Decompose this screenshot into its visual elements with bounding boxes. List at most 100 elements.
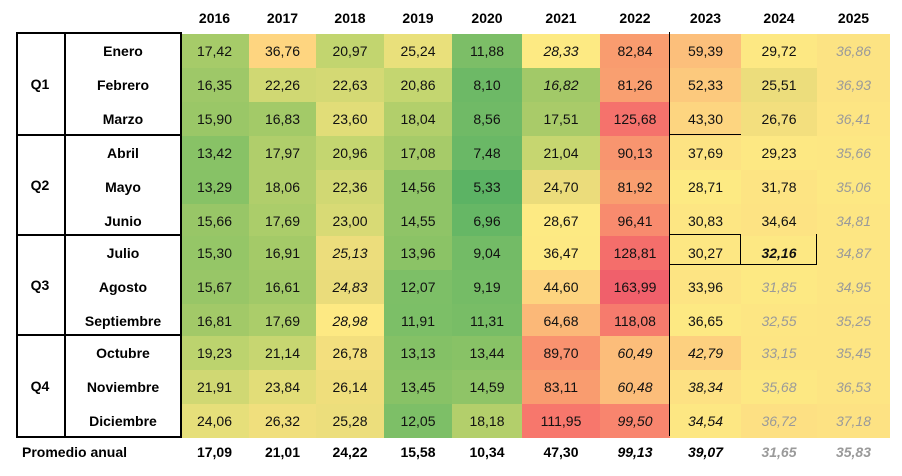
footer-value: 47,30 [543,444,579,460]
table-border-top [16,32,182,34]
quarter-label: Q3 [30,277,50,293]
data-cell: 16,61 [249,270,316,304]
table-border-bottom [16,436,182,438]
data-cell: 33,96 [670,270,741,304]
year-header: 2016 [198,10,231,26]
data-cell: 36,76 [249,34,316,68]
data-cell: 125,68 [600,102,670,136]
data-cell: 13,96 [384,236,452,270]
data-cell: 37,69 [670,136,741,170]
data-cell: 29,72 [741,34,817,68]
data-cell: 18,04 [384,102,452,136]
year-header: 2018 [334,10,366,26]
data-cell: 13,44 [452,336,522,370]
data-cell: 24,70 [522,170,600,204]
data-cell: 36,47 [522,236,600,270]
data-cell: 35,45 [817,336,890,370]
data-cell: 26,78 [316,336,384,370]
data-cell: 21,14 [249,336,316,370]
year-header: 2019 [402,10,434,26]
data-cell: 18,06 [249,170,316,204]
data-cell: 36,41 [817,102,890,136]
data-cell: 7,48 [452,136,522,170]
month-label: Agosto [98,279,148,295]
data-cell: 13,13 [384,336,452,370]
footer-value: 39,07 [687,444,724,460]
quarter-separator [16,234,182,236]
data-cell: 90,13 [600,136,670,170]
data-cell: 26,76 [741,102,817,136]
data-cell: 11,91 [384,304,452,338]
data-cell: 8,10 [452,68,522,102]
data-cell: 24,83 [316,270,384,304]
data-cell: 15,67 [180,270,249,304]
data-cell: 15,30 [180,236,249,270]
data-cell: 28,98 [316,304,384,338]
data-cell: 81,92 [600,170,670,204]
data-cell: 21,04 [522,136,600,170]
month-label: Marzo [102,111,144,127]
data-cell: 34,95 [817,270,890,304]
data-cell: 32,55 [741,304,817,338]
row-divider [669,264,817,265]
data-cell: 81,26 [600,68,670,102]
data-cell: 8,56 [452,102,522,136]
data-cell: 17,97 [249,136,316,170]
data-cell: 23,60 [316,102,384,136]
data-cell: 36,93 [817,68,890,102]
month-label: Julio [106,245,140,261]
data-cell: 14,55 [384,204,452,238]
data-cell: 22,26 [249,68,316,102]
data-cell: 36,65 [670,304,741,338]
data-cell: 128,81 [600,236,670,270]
data-cell: 35,66 [817,136,890,170]
data-cell: 13,45 [384,370,452,404]
month-label: Noviembre [86,379,160,395]
footer-value: 99,13 [617,444,653,460]
data-cell: 34,81 [817,204,890,238]
data-cell: 23,84 [249,370,316,404]
data-cell: 16,81 [180,304,249,338]
row-divider [669,134,741,135]
data-cell: 28,67 [522,204,600,238]
month-label: Abril [107,145,139,161]
data-cell: 36,53 [817,370,890,404]
col-divider [816,234,817,264]
data-cell: 43,30 [670,102,741,136]
month-label: Septiembre [84,313,162,329]
data-cell: 5,33 [452,170,522,204]
data-cell: 16,82 [522,68,600,102]
data-cell: 36,86 [817,34,890,68]
footer-value: 15,58 [400,444,436,460]
data-cell: 25,24 [384,34,452,68]
data-cell: 23,00 [316,204,384,238]
data-cell: 59,39 [670,34,741,68]
quarter-separator [16,134,182,136]
data-cell: 35,68 [741,370,817,404]
data-cell: 17,51 [522,102,600,136]
data-cell: 64,68 [522,304,600,338]
data-cell: 16,91 [249,236,316,270]
footer-value: 21,01 [264,444,301,460]
year-header: 2017 [266,10,299,26]
data-cell: 13,29 [180,170,249,204]
data-cell: 6,96 [452,204,522,238]
data-cell: 33,15 [741,336,817,370]
data-cell: 30,83 [670,204,741,238]
data-cell: 60,49 [600,336,670,370]
data-cell: 22,36 [316,170,384,204]
data-cell: 42,79 [670,336,741,370]
data-cell: 28,33 [522,34,600,68]
data-cell: 25,13 [316,236,384,270]
quarter-separator [16,334,182,336]
data-cell: 16,35 [180,68,249,102]
data-cell: 52,33 [670,68,741,102]
data-cell: 38,34 [670,370,741,404]
year-header: 2025 [837,10,870,26]
data-cell: 25,51 [741,68,817,102]
data-cell: 31,85 [741,270,817,304]
footer-value: 10,34 [469,444,505,460]
data-cell: 111,95 [522,404,600,438]
data-cell: 11,88 [452,34,522,68]
